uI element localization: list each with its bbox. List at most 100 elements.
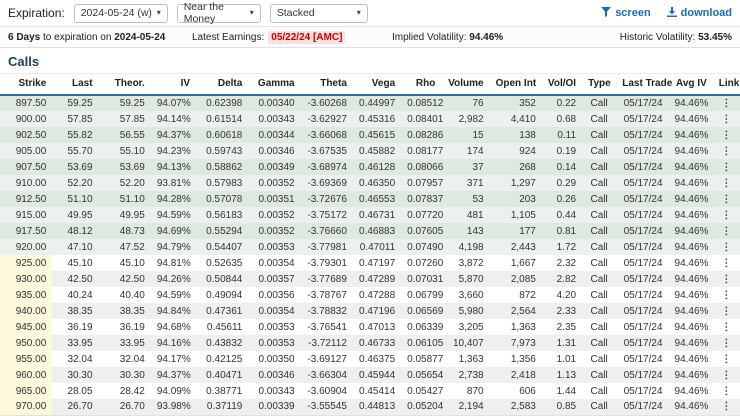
cell-rho: 0.07260 <box>401 255 443 271</box>
column-header-links[interactable]: Links <box>712 73 740 96</box>
cell-theta: -3.60904 <box>300 383 353 399</box>
kebab-menu-icon[interactable]: ⋮ <box>721 129 732 141</box>
kebab-menu-icon[interactable]: ⋮ <box>721 385 732 397</box>
column-header-vega[interactable]: Vega <box>352 73 402 96</box>
cell-vol-oi: 1.13 <box>541 367 583 383</box>
kebab-menu-icon[interactable]: ⋮ <box>721 257 732 269</box>
column-header-vol-oi[interactable]: Vol/OI <box>541 73 583 96</box>
cell-open-int: 1,667 <box>489 255 542 271</box>
moneyness-select[interactable]: Near the Money ▾ <box>176 1 261 25</box>
kebab-menu-icon[interactable]: ⋮ <box>721 273 732 285</box>
cell-gamma: 0.00352 <box>248 223 301 239</box>
column-header-open-int[interactable]: Open Int <box>489 73 542 96</box>
cell-gamma: 0.00346 <box>248 143 301 159</box>
column-header-gamma[interactable]: Gamma <box>248 73 301 96</box>
cell-open-int: 924 <box>489 143 542 159</box>
cell-rho: 0.08401 <box>401 111 443 127</box>
cell-avg-iv: 94.46% <box>668 319 713 335</box>
cell-strike: 965.00 <box>0 383 53 399</box>
expiration-info-bar: 6 Days to expiration on 2024-05-24 Lates… <box>0 27 740 48</box>
cell-last-trade: 05/17/24 <box>616 159 669 175</box>
cell-vega: 0.46128 <box>352 159 402 175</box>
cell-vega: 0.47289 <box>352 271 402 287</box>
kebab-menu-icon[interactable]: ⋮ <box>721 209 732 221</box>
cell-avg-iv: 94.46% <box>668 335 713 351</box>
kebab-menu-icon[interactable]: ⋮ <box>721 98 732 109</box>
cell-theta: -3.77981 <box>300 239 353 255</box>
cell-volume: 15 <box>441 127 490 143</box>
cell-vol-oi: 0.29 <box>541 175 583 191</box>
column-header-strike[interactable]: Strike <box>0 73 53 96</box>
cell-delta: 0.50844 <box>196 271 249 287</box>
cell-theor: 33.95 <box>98 335 151 351</box>
cell-last: 33.95 <box>52 335 99 351</box>
cell-avg-iv: 94.46% <box>668 127 713 143</box>
kebab-menu-icon[interactable]: ⋮ <box>721 337 732 349</box>
kebab-menu-icon[interactable]: ⋮ <box>721 113 732 125</box>
column-header-rho[interactable]: Rho <box>401 73 442 96</box>
kebab-menu-icon[interactable]: ⋮ <box>721 145 732 157</box>
cell-avg-iv: 94.46% <box>668 143 713 159</box>
expiration-select[interactable]: 2024-05-24 (w) ▾ <box>73 3 168 23</box>
cell-volume: 5,980 <box>441 303 490 319</box>
column-header-type[interactable]: Type <box>582 73 617 96</box>
cell-delta: 0.56183 <box>196 207 249 223</box>
cell-links: ⋮ <box>712 303 740 319</box>
cell-rho: 0.06799 <box>401 287 443 303</box>
cell-last: 26.70 <box>52 399 99 416</box>
screen-link[interactable]: screen <box>601 6 651 20</box>
cell-type: Call <box>582 159 617 175</box>
cell-rho: 0.07031 <box>401 271 443 287</box>
download-link[interactable]: download <box>666 6 732 20</box>
cell-theor: 59.25 <box>98 95 151 111</box>
cell-open-int: 606 <box>489 383 542 399</box>
cell-type: Call <box>582 399 617 416</box>
cell-gamma: 0.00339 <box>248 399 301 416</box>
cell-vol-oi: 0.81 <box>541 223 583 239</box>
kebab-menu-icon[interactable]: ⋮ <box>721 177 732 189</box>
cell-last-trade: 05/17/24 <box>616 111 669 127</box>
kebab-menu-icon[interactable]: ⋮ <box>721 353 732 365</box>
kebab-menu-icon[interactable]: ⋮ <box>721 369 732 381</box>
kebab-menu-icon[interactable]: ⋮ <box>721 305 732 317</box>
kebab-menu-icon[interactable]: ⋮ <box>721 193 732 205</box>
cell-iv: 94.59% <box>150 207 197 223</box>
cell-vol-oi: 2.32 <box>541 255 583 271</box>
cell-avg-iv: 94.46% <box>668 351 713 367</box>
cell-strike: 910.00 <box>0 175 53 191</box>
cell-vol-oi: 0.14 <box>541 159 583 175</box>
options-table-row: 965.00 28.05 28.42 94.09% 0.38771 0.00343 -3.6… <box>0 383 740 399</box>
kebab-menu-icon[interactable]: ⋮ <box>721 241 732 253</box>
options-table-row: 950.00 33.95 33.95 94.16% 0.43832 0.00353 -3.7… <box>0 335 740 351</box>
column-header-theta[interactable]: Theta <box>300 73 353 96</box>
column-header-iv[interactable]: IV <box>150 73 197 96</box>
cell-gamma: 0.00357 <box>248 271 301 287</box>
options-table-row: 902.50 55.82 56.55 94.37% 0.60618 0.00344 -3.6… <box>0 127 740 143</box>
cell-gamma: 0.00352 <box>248 175 301 191</box>
kebab-menu-icon[interactable]: ⋮ <box>721 401 732 413</box>
cell-delta: 0.60618 <box>196 127 249 143</box>
view-mode-select[interactable]: Stacked ▾ <box>269 3 368 23</box>
earnings-date-badge[interactable]: 05/22/24 [AMC] <box>268 30 346 44</box>
cell-open-int: 872 <box>489 287 542 303</box>
column-header-avg-iv[interactable]: Avg IV <box>668 73 713 96</box>
filter-icon <box>601 6 612 20</box>
kebab-menu-icon[interactable]: ⋮ <box>721 225 732 237</box>
column-header-theor[interactable]: Theor. <box>98 73 151 96</box>
column-header-delta[interactable]: Delta <box>196 73 249 96</box>
cell-theta: -3.76541 <box>300 319 353 335</box>
cell-links: ⋮ <box>712 399 740 416</box>
column-header-volume[interactable]: Volume <box>441 73 490 96</box>
cell-gamma: 0.00353 <box>248 335 301 351</box>
cell-vega: 0.47196 <box>352 303 402 319</box>
earnings-label: Latest Earnings: <box>192 31 265 43</box>
kebab-menu-icon[interactable]: ⋮ <box>721 289 732 301</box>
column-header-last-trade[interactable]: Last Trade <box>616 73 672 96</box>
column-header-last[interactable]: Last <box>52 73 99 96</box>
kebab-menu-icon[interactable]: ⋮ <box>721 161 732 173</box>
cell-strike: 955.00 <box>0 351 53 367</box>
cell-links: ⋮ <box>712 287 740 303</box>
cell-theta: -3.76660 <box>300 223 353 239</box>
kebab-menu-icon[interactable]: ⋮ <box>721 321 732 333</box>
cell-vol-oi: 0.26 <box>541 191 583 207</box>
